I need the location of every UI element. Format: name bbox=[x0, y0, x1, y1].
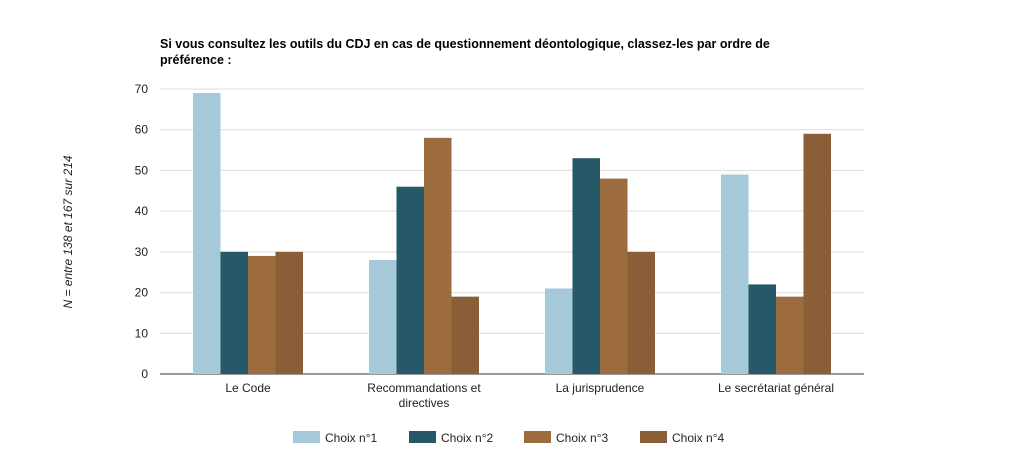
y-tick-labels: 0 10 20 30 40 50 60 70 bbox=[135, 82, 149, 381]
bar-series1-cat3 bbox=[545, 288, 573, 374]
y-axis-label: N = entre 138 et 167 sur 214 bbox=[61, 155, 75, 308]
y-tick-label: 10 bbox=[135, 326, 149, 340]
category-label: Le Code bbox=[225, 381, 271, 395]
y-tick-label: 40 bbox=[135, 204, 149, 218]
legend-swatch bbox=[293, 431, 320, 443]
legend-label: Choix n°3 bbox=[556, 431, 608, 445]
legend-swatch bbox=[409, 431, 436, 443]
bars bbox=[193, 93, 831, 375]
legend-swatch bbox=[640, 431, 667, 443]
legend-label: Choix n°1 bbox=[325, 431, 377, 445]
y-tick-label: 50 bbox=[135, 163, 149, 177]
category-label: Le secrétariat général bbox=[718, 381, 834, 395]
bar-series3-cat4 bbox=[776, 296, 804, 374]
category-label: Recommandations et bbox=[367, 381, 481, 395]
chart-title-line1: Si vous consultez les outils du CDJ en c… bbox=[160, 37, 770, 51]
y-tick-label: 0 bbox=[141, 367, 148, 381]
bar-series3-cat3 bbox=[600, 178, 628, 374]
bar-series2-cat1 bbox=[220, 251, 248, 374]
bar-series4-cat3 bbox=[627, 251, 655, 374]
legend-swatch bbox=[524, 431, 551, 443]
legend-label: Choix n°4 bbox=[672, 431, 724, 445]
category-label: La jurisprudence bbox=[556, 381, 645, 395]
y-tick-label: 60 bbox=[135, 123, 149, 137]
bar-series3-cat2 bbox=[424, 137, 452, 374]
bar-series4-cat4 bbox=[803, 133, 831, 374]
y-tick-label: 20 bbox=[135, 286, 149, 300]
bar-series1-cat1 bbox=[193, 93, 221, 375]
y-tick-label: 70 bbox=[135, 82, 149, 96]
bar-series1-cat4 bbox=[721, 174, 749, 374]
bar-series2-cat3 bbox=[572, 158, 600, 374]
chart-title-line2: préférence : bbox=[160, 53, 232, 67]
bar-series4-cat1 bbox=[275, 251, 303, 374]
legend-label: Choix n°2 bbox=[441, 431, 493, 445]
bar-series3-cat1 bbox=[248, 255, 276, 374]
bar-series2-cat2 bbox=[396, 186, 424, 374]
y-tick-label: 30 bbox=[135, 245, 149, 259]
category-label: directives bbox=[399, 396, 450, 410]
bar-series2-cat4 bbox=[748, 284, 776, 374]
legend: Choix n°1 Choix n°2 Choix n°3 Choix n°4 bbox=[293, 431, 724, 445]
bar-series4-cat2 bbox=[451, 296, 479, 374]
bar-series1-cat2 bbox=[369, 260, 397, 374]
